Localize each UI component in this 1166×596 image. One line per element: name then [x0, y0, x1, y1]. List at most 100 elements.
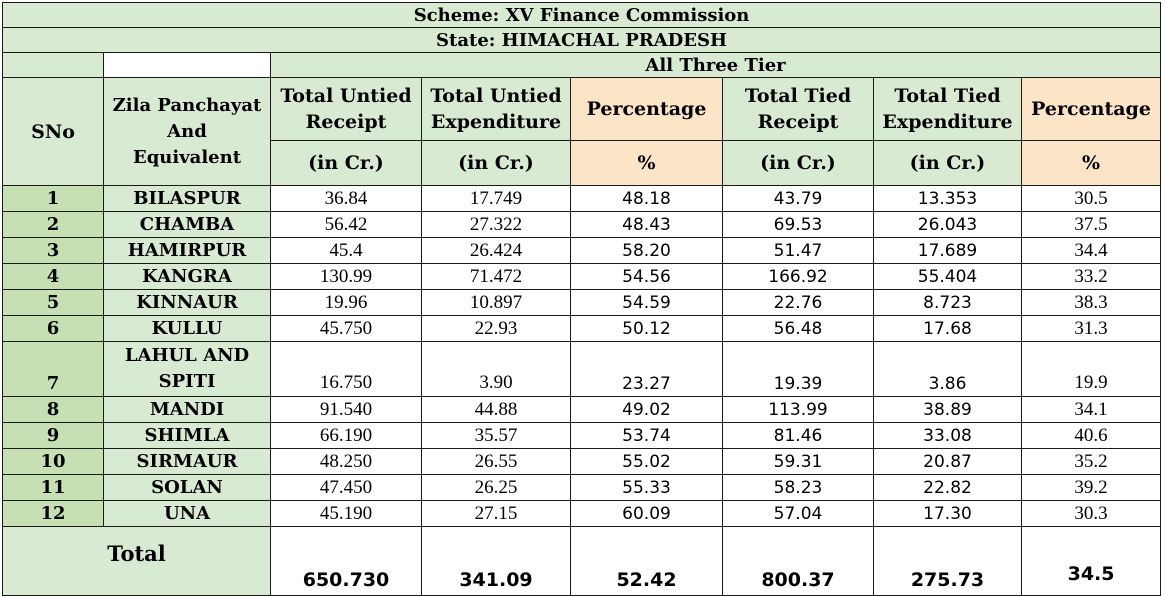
untied-exp-cell: 26.424: [421, 237, 571, 264]
percentage-cell: 58.20: [570, 237, 723, 264]
district-name: MANDI: [103, 396, 271, 423]
percentage-cell: 37.5: [1020, 211, 1162, 238]
sno-cell: 2: [2, 211, 104, 238]
sno-header: SNo: [2, 77, 104, 186]
percentage-cell: 49.02: [570, 396, 723, 423]
district-name: CHAMBA: [103, 211, 271, 238]
district-name: KANGRA: [103, 263, 271, 290]
percentage-cell: 60.09: [570, 500, 723, 527]
untied-exp-cell: 26.25: [421, 474, 571, 501]
total-untied-receipt: 650.730: [270, 526, 422, 596]
tied-exp-cell: 33.08: [873, 422, 1022, 449]
table-row: 10 SIRMAUR 48.250 26.55 55.02 59.31 20.8…: [2, 448, 1162, 475]
untied-exp-cell: 71.472: [421, 263, 571, 290]
tied-receipt-header-line2: Receipt: [757, 111, 839, 133]
tied-receipt-cell: 56.48: [722, 315, 874, 342]
percentage-cell: 48.43: [570, 211, 723, 238]
untied-receipt-cell: 36.84: [270, 185, 422, 212]
percentage-cell: 19.9: [1020, 341, 1162, 397]
total-row: Total 650.730 341.09 52.42 800.37 275.73…: [2, 526, 1162, 596]
percentage-cell: 34.1: [1020, 396, 1162, 423]
untied-exp-cell: 27.15: [421, 500, 571, 527]
tied-exp-cell: 17.68: [873, 315, 1022, 342]
percentage-cell: 55.02: [570, 448, 723, 475]
table-row: 5 KINNAUR 19.96 10.897 54.59 22.76 8.723…: [2, 289, 1162, 316]
district-name: HAMIRPUR: [103, 237, 271, 264]
total-tied-exp: 275.73: [873, 526, 1022, 596]
untied-exp-cell: 22.93: [421, 315, 571, 342]
district-name: SIRMAUR: [103, 448, 271, 475]
tied-receipt-cell: 69.53: [722, 211, 874, 238]
tied-exp-cell: 13.353: [873, 185, 1022, 212]
sno-cell: 12: [2, 500, 104, 527]
percentage-cell: 30.3: [1020, 500, 1162, 527]
district-name: SOLAN: [103, 474, 271, 501]
tied-exp-cell: 26.043: [873, 211, 1022, 238]
percentage-cell: 34.4: [1020, 237, 1162, 264]
table-row: 9 SHIMLA 66.190 35.57 53.74 81.46 33.08 …: [2, 422, 1162, 449]
unit-cell: (in Cr.): [421, 140, 571, 186]
percentage-cell: 50.12: [570, 315, 723, 342]
sno-cell: 7: [2, 341, 104, 397]
tied-exp-cell: 38.89: [873, 396, 1022, 423]
percentage-cell: 39.2: [1020, 474, 1162, 501]
percentage-cell: 53.74: [570, 422, 723, 449]
tier-header: All Three Tier: [269, 52, 1162, 78]
sno-cell: 9: [2, 422, 104, 449]
untied-exp-cell: 3.90: [421, 341, 571, 397]
district-name: UNA: [103, 500, 271, 527]
unit-cell: (in Cr.): [270, 140, 422, 186]
untied-receipt-header-line2: Receipt: [305, 111, 387, 133]
untied-exp-header-line2: Expenditure: [430, 111, 562, 133]
untied-exp-cell: 26.55: [421, 448, 571, 475]
district-name-line2: SPITI: [158, 371, 216, 392]
tied-exp-cell: 55.404: [873, 263, 1022, 290]
blank-header-cell: [103, 52, 271, 78]
untied-receipt-cell: 45.750: [270, 315, 422, 342]
table-row: 3 HAMIRPUR 45.4 26.424 58.20 51.47 17.68…: [2, 237, 1162, 264]
total-tied-receipt: 800.37: [722, 526, 874, 596]
untied-receipt-cell: 45.4: [270, 237, 422, 264]
sno-cell: 6: [2, 315, 104, 342]
tied-receipt-cell: 166.92: [722, 263, 874, 290]
tied-exp-cell: 8.723: [873, 289, 1022, 316]
unit-cell: (in Cr.): [722, 140, 874, 186]
tied-receipt-cell: 22.76: [722, 289, 874, 316]
total-label: Total: [2, 526, 271, 596]
sno-cell: 8: [2, 396, 104, 423]
total-untied-exp: 341.09: [421, 526, 571, 596]
percentage-header-2: Percentage: [1020, 77, 1162, 141]
untied-receipt-cell: 45.190: [270, 500, 422, 527]
table-row: 6 KULLU 45.750 22.93 50.12 56.48 17.68 3…: [2, 315, 1162, 342]
scheme-title: Scheme: XV Finance Commission: [1, 2, 1162, 28]
table-row: 4 KANGRA 130.99 71.472 54.56 166.92 55.4…: [2, 263, 1162, 290]
tied-exp-cell: 17.689: [873, 237, 1022, 264]
table-row: 8 MANDI 91.540 44.88 49.02 113.99 38.89 …: [2, 396, 1162, 423]
zila-header-line1: Zila Panchayat: [112, 94, 262, 116]
table-row: 2 CHAMBA 56.42 27.322 48.43 69.53 26.043…: [2, 211, 1162, 238]
tied-receipt-cell: 51.47: [722, 237, 874, 264]
tied-receipt-cell: 58.23: [722, 474, 874, 501]
untied-exp-cell: 10.897: [421, 289, 571, 316]
sno-cell: 1: [2, 185, 104, 212]
tied-receipt-cell: 19.39: [722, 341, 874, 397]
percentage-cell: 33.2: [1020, 263, 1162, 290]
percentage-cell: 31.3: [1020, 315, 1162, 342]
untied-receipt-header: Total Untied Receipt: [270, 77, 422, 141]
untied-exp-header: Total Untied Expenditure: [421, 77, 571, 141]
blank-header-cell: [2, 52, 104, 78]
percentage-header-1: Percentage: [570, 77, 723, 141]
sno-cell: 3: [2, 237, 104, 264]
untied-receipt-cell: 56.42: [270, 211, 422, 238]
tied-receipt-header: Total Tied Receipt: [722, 77, 874, 141]
sno-cell: 5: [2, 289, 104, 316]
percentage-cell: 23.27: [570, 341, 723, 397]
untied-receipt-cell: 91.540: [270, 396, 422, 423]
sno-cell: 10: [2, 448, 104, 475]
tied-receipt-cell: 43.79: [722, 185, 874, 212]
zila-header-line3: Equivalent: [132, 146, 242, 168]
tied-exp-cell: 20.87: [873, 448, 1022, 475]
total-percentage-2: 34.5: [1020, 526, 1162, 596]
percentage-cell: 48.18: [570, 185, 723, 212]
sno-cell: 11: [2, 474, 104, 501]
